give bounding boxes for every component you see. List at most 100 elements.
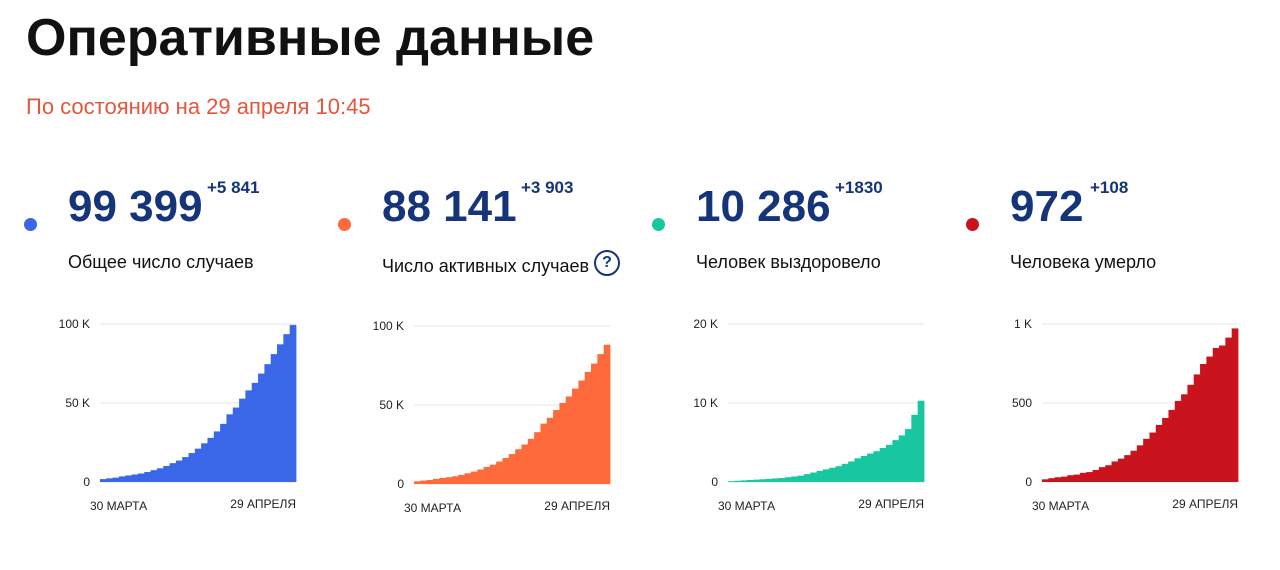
bar — [125, 475, 133, 482]
bar — [591, 363, 598, 484]
chart-deaths: 0 500 1 K 30 МАРТА 29 АПРЕЛЯ — [1012, 317, 1239, 513]
bar — [213, 431, 221, 482]
bar — [1168, 409, 1176, 482]
legend-dot — [24, 218, 37, 231]
bar — [502, 458, 510, 484]
bar — [1181, 394, 1188, 482]
bar — [759, 479, 767, 482]
legend-dot — [652, 218, 665, 231]
bar — [784, 477, 792, 482]
y-tick-label: 100 K — [373, 319, 404, 333]
bar — [905, 429, 912, 482]
bar — [917, 400, 925, 482]
bar — [258, 373, 265, 482]
card-recovered: 10 286 +1830 Человек выздоровело 0 10 K 20… — [652, 170, 952, 550]
bar — [1155, 424, 1163, 482]
bar — [207, 437, 215, 482]
bar — [106, 478, 114, 482]
bar — [1136, 445, 1144, 482]
y-tick-label: 20 K — [693, 317, 718, 331]
y-tick-label: 50 K — [65, 396, 90, 410]
chart-active-cases: 0 50 K 100 K 30 МАРТА 29 АПРЕЛЯ — [373, 319, 611, 515]
bar — [489, 464, 497, 484]
card-active-cases: 88 141 +3 903 Число активных случаев ? 0… — [338, 170, 638, 550]
bar — [911, 414, 919, 482]
bar — [1219, 345, 1226, 482]
bar — [508, 454, 516, 484]
x-start-label: 30 МАРТА — [404, 501, 461, 515]
y-tick-label: 0 — [83, 475, 90, 489]
bar — [245, 390, 253, 482]
stat-value: 10 286 — [696, 182, 831, 231]
bar — [289, 324, 297, 482]
bar — [477, 469, 484, 484]
bar — [220, 423, 227, 482]
bar — [283, 334, 291, 482]
stat-value: 972 — [1010, 182, 1084, 231]
y-tick-label: 50 K — [379, 398, 404, 412]
stat-label: Человек выздоровело — [696, 252, 881, 272]
bar — [1117, 458, 1125, 482]
bar — [470, 471, 478, 484]
y-tick-label: 1 K — [1014, 317, 1032, 331]
legend-dot — [966, 218, 979, 231]
bar — [879, 448, 887, 482]
bar — [175, 460, 183, 482]
bar — [1073, 474, 1081, 482]
bar — [1105, 465, 1112, 482]
help-icon[interactable]: ? — [594, 250, 620, 276]
stat-delta: +1830 — [835, 178, 883, 197]
card-deaths: 972 +108 Человека умерло 0 500 1 K 30 МАРТА… — [966, 170, 1266, 550]
bar — [251, 382, 259, 482]
bar — [578, 380, 586, 484]
bar — [1130, 450, 1138, 482]
bar — [118, 476, 126, 482]
bar — [100, 479, 107, 482]
bar — [546, 417, 554, 484]
bar — [1079, 472, 1087, 482]
bar — [150, 470, 158, 482]
bar — [1124, 455, 1131, 482]
bar — [188, 453, 196, 482]
bar — [464, 473, 472, 484]
bar — [797, 475, 805, 482]
bar — [1143, 438, 1150, 482]
y-tick-label: 0 — [1025, 475, 1032, 489]
bar — [746, 480, 754, 482]
bar — [163, 465, 170, 482]
x-end-label: 29 АПРЕЛЯ — [230, 497, 296, 511]
bar — [458, 474, 465, 484]
chart-total-cases: 0 50 K 100 K 30 МАРТА 29 АПРЕЛЯ — [59, 317, 297, 513]
bar — [1149, 432, 1157, 482]
bar — [540, 423, 548, 484]
bar — [534, 432, 541, 484]
bar — [1212, 348, 1220, 482]
bar — [603, 344, 611, 484]
bar — [1042, 479, 1049, 482]
x-start-label: 30 МАРТА — [718, 499, 775, 513]
bar — [772, 478, 779, 482]
bar — [860, 455, 868, 482]
bar — [515, 449, 522, 484]
bar — [1092, 469, 1100, 482]
bar — [886, 444, 893, 482]
bar — [239, 398, 246, 482]
y-tick-label: 0 — [397, 477, 404, 491]
legend-dot — [338, 218, 351, 231]
bar — [144, 471, 151, 482]
bar — [1193, 374, 1201, 482]
stat-value: 88 141 — [382, 182, 517, 231]
bar — [765, 478, 773, 482]
bar — [553, 410, 560, 484]
bar — [232, 407, 240, 482]
bar — [1098, 467, 1106, 482]
x-end-label: 29 АПРЕЛЯ — [1172, 497, 1238, 511]
y-tick-label: 500 — [1012, 396, 1032, 410]
stat-delta: +108 — [1090, 178, 1129, 197]
bar — [803, 474, 811, 482]
bar — [131, 474, 139, 482]
bar — [728, 481, 735, 482]
bar — [483, 466, 491, 484]
bar — [169, 463, 177, 482]
bar — [277, 344, 284, 482]
